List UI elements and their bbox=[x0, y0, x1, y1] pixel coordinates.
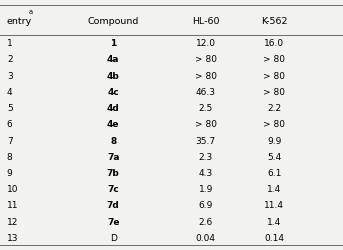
Text: 13: 13 bbox=[7, 233, 19, 242]
Text: 4e: 4e bbox=[107, 120, 119, 129]
Text: 9: 9 bbox=[7, 168, 13, 177]
Text: 10: 10 bbox=[7, 184, 19, 194]
Text: 7: 7 bbox=[7, 136, 13, 145]
Text: 1.4: 1.4 bbox=[267, 217, 282, 226]
Text: 2: 2 bbox=[7, 55, 12, 64]
Text: 35.7: 35.7 bbox=[196, 136, 216, 145]
Text: 7c: 7c bbox=[107, 184, 119, 194]
Text: 2.6: 2.6 bbox=[199, 217, 213, 226]
Text: 12: 12 bbox=[7, 217, 18, 226]
Text: 0.04: 0.04 bbox=[196, 233, 216, 242]
Text: 2.3: 2.3 bbox=[199, 152, 213, 161]
Text: 2.2: 2.2 bbox=[267, 104, 282, 113]
Text: 1.9: 1.9 bbox=[199, 184, 213, 194]
Text: 12.0: 12.0 bbox=[196, 39, 216, 48]
Text: 1: 1 bbox=[110, 39, 116, 48]
Text: 4c: 4c bbox=[107, 88, 119, 96]
Text: 2.5: 2.5 bbox=[199, 104, 213, 113]
Text: 9.9: 9.9 bbox=[267, 136, 282, 145]
Text: 16.0: 16.0 bbox=[264, 39, 284, 48]
Text: 8: 8 bbox=[110, 136, 116, 145]
Text: K-562: K-562 bbox=[261, 17, 288, 26]
Text: > 80: > 80 bbox=[263, 120, 285, 129]
Text: > 80: > 80 bbox=[195, 72, 217, 80]
Text: > 80: > 80 bbox=[195, 55, 217, 64]
Text: > 80: > 80 bbox=[263, 55, 285, 64]
Text: 1: 1 bbox=[7, 39, 13, 48]
Text: 4d: 4d bbox=[107, 104, 120, 113]
Text: 6.1: 6.1 bbox=[267, 168, 282, 177]
Text: 4: 4 bbox=[7, 88, 12, 96]
Text: 1.4: 1.4 bbox=[267, 184, 282, 194]
Text: 7b: 7b bbox=[107, 168, 120, 177]
Text: 6.9: 6.9 bbox=[199, 201, 213, 209]
Text: > 80: > 80 bbox=[263, 72, 285, 80]
Text: 0.14: 0.14 bbox=[264, 233, 284, 242]
Text: 6: 6 bbox=[7, 120, 13, 129]
Text: 11.4: 11.4 bbox=[264, 201, 284, 209]
Text: 7d: 7d bbox=[107, 201, 120, 209]
Text: 7a: 7a bbox=[107, 152, 119, 161]
Text: 46.3: 46.3 bbox=[196, 88, 216, 96]
Text: HL-60: HL-60 bbox=[192, 17, 220, 26]
Text: 8: 8 bbox=[7, 152, 13, 161]
Text: 5.4: 5.4 bbox=[267, 152, 282, 161]
Text: 5: 5 bbox=[7, 104, 13, 113]
Text: > 80: > 80 bbox=[195, 120, 217, 129]
Text: 4b: 4b bbox=[107, 72, 120, 80]
Text: > 80: > 80 bbox=[263, 88, 285, 96]
Text: a: a bbox=[28, 9, 32, 15]
Text: entry: entry bbox=[7, 17, 32, 26]
Text: 7e: 7e bbox=[107, 217, 119, 226]
Text: 4.3: 4.3 bbox=[199, 168, 213, 177]
Text: 3: 3 bbox=[7, 72, 13, 80]
Text: 4a: 4a bbox=[107, 55, 119, 64]
Text: 11: 11 bbox=[7, 201, 19, 209]
Text: Compound: Compound bbox=[87, 17, 139, 26]
Text: D: D bbox=[110, 233, 117, 242]
